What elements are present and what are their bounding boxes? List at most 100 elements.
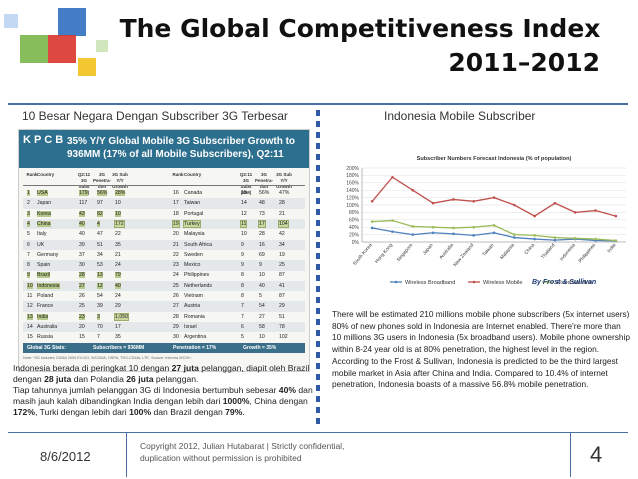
left-paragraph: Indonesia berada di peringkat 10 dengan …	[13, 363, 313, 418]
footer-copyright: Copyright 2012, Julian Hutabarat | Stric…	[140, 440, 400, 464]
data-point	[614, 214, 618, 218]
table-cell: UK	[37, 241, 45, 248]
table-cell: Malaysia	[184, 231, 205, 238]
table-cell: 15	[79, 334, 85, 341]
y-tick-label: 60%	[349, 218, 360, 224]
table-cell: 17	[258, 219, 266, 228]
table-row: 7 Germany 37 34 21 22 Sweden 9 69 19	[23, 250, 305, 261]
data-point	[614, 239, 618, 242]
lp-text: dan Polandia	[71, 374, 127, 384]
table-cell: 20	[79, 323, 85, 330]
data-point	[533, 237, 536, 241]
table-col-header: 3G Penetra-tion	[93, 172, 112, 189]
table-cell: 10	[115, 210, 121, 217]
table-header-rule	[23, 185, 305, 186]
table-cell: 8	[241, 293, 244, 299]
x-tick-label: Taiwan	[481, 242, 495, 258]
table-row: 1 USA 179 56% 28% 16 Canada 15 56% 47%	[23, 188, 305, 199]
table-cell: 3	[27, 210, 30, 217]
green-square	[20, 35, 48, 63]
table-cell: 47%	[279, 190, 290, 196]
lp-text: pelanggan, diapit oleh Brazil dengan	[13, 363, 310, 384]
table-row: 6 UK 39 51 35 21 South Africa 9 16 34	[23, 239, 305, 250]
data-point	[370, 226, 374, 230]
title-line-1: The Global Competitiveness Index	[119, 14, 601, 43]
table-cell: 21	[173, 241, 179, 248]
legend-marker	[472, 280, 476, 284]
table-cell: 22	[173, 251, 179, 258]
table-cell: 51	[279, 313, 285, 320]
y-tick-label: 40%	[349, 225, 360, 231]
table-cell: 25	[173, 282, 179, 289]
table-cell: 21	[115, 251, 121, 258]
footer-rule	[8, 432, 628, 433]
table-cell: Australia	[37, 323, 58, 330]
table-cell: 40	[115, 282, 121, 289]
table-cell: 40	[79, 231, 85, 238]
table-cell: 8	[241, 282, 244, 289]
table-footer: Global 3G Stats: Subscribers = 936MM Pen…	[23, 343, 305, 353]
table-cell: 37	[79, 251, 85, 258]
table-cell: 10	[115, 200, 121, 207]
table-cell: 5	[27, 231, 30, 238]
table-cell: 29	[279, 303, 285, 310]
x-tick-label: Singapore	[396, 242, 415, 263]
lp-text: dan Brazil dengan	[151, 407, 226, 417]
lp-text: Tiap tahunnya jumlah pelanggan 3G di Ind…	[13, 385, 279, 395]
table-cell: 48	[259, 200, 265, 207]
table-cell: 9	[241, 241, 244, 248]
table-cell: 17	[115, 323, 121, 330]
table-col-header: Q2:11 3G Subs (MM)	[239, 172, 253, 195]
table-cell: 42	[279, 231, 285, 238]
table-header-text: 35% Y/Y Global Mobile 3G Subscriber Grow…	[67, 136, 296, 160]
table-cell: 39	[79, 241, 85, 248]
lp-bold: 100%	[129, 407, 152, 417]
lp-text: .	[242, 407, 245, 417]
table-cell: Japan	[37, 200, 52, 207]
table-col-header: 3G Sub Y/Y Growth	[276, 172, 292, 189]
legend-label: Wireless Mobile	[483, 280, 522, 286]
data-point	[452, 198, 455, 201]
table-cell: 11	[27, 293, 33, 299]
table-cell: 28	[279, 200, 285, 207]
table-col-header: Country	[184, 172, 202, 177]
table-cell: 78	[279, 323, 285, 330]
data-point	[391, 219, 394, 222]
table-row: 3 Korea 43 82 10 18 Portugal 12 73 21	[23, 209, 305, 220]
table-col-header: Rank	[172, 172, 184, 177]
table-cell: 9	[241, 262, 244, 269]
table-cell: 4	[97, 220, 100, 227]
data-point	[370, 200, 374, 203]
x-tick-label: Australia	[438, 242, 455, 260]
table-cell: 26	[173, 293, 179, 299]
table-row: 2 Japan 117 97 10 17 Taiwan 14 48 28	[23, 198, 305, 209]
table-cell: 39	[97, 303, 103, 310]
table-row: 14 Australia 20 70 17 29 Israel 6 58 78	[23, 321, 305, 333]
table-cell: 1	[27, 190, 30, 196]
chart-credit: By Frost & Sullivan	[532, 279, 597, 286]
table-cell: 117	[79, 200, 88, 207]
table-col-header: 3G Penetra-tion	[255, 172, 274, 189]
forecast-chart-svg: Subscriber Numbers Forecast Indonesia (%…	[346, 156, 626, 286]
table-cell: 27	[259, 313, 265, 320]
y-tick-label: 180%	[346, 173, 359, 179]
table-row: 9 Brazil 28 13 79 24 Philippines 8 10 87	[23, 270, 305, 281]
x-tick-label: Japan	[422, 242, 435, 256]
table-cell: 12	[97, 282, 103, 289]
data-point	[472, 200, 475, 203]
table-cell: 4	[27, 220, 30, 227]
left-heading: 10 Besar Negara Dengan Subscriber 3G Ter…	[22, 109, 288, 123]
x-tick-label: New Zealand	[452, 242, 475, 268]
table-cell: 10	[241, 231, 247, 238]
data-point	[431, 201, 435, 205]
table-cell: 28	[79, 272, 85, 279]
table-cell: Italy	[37, 231, 47, 238]
table-cell: Poland	[37, 293, 54, 299]
table-cell: Vietnam	[184, 293, 203, 299]
x-tick-label: China	[523, 242, 536, 256]
table-cell: 82	[97, 210, 103, 217]
table-cell: Spain	[37, 262, 51, 269]
data-point	[411, 188, 415, 192]
lp-text: pelanggan.	[153, 374, 199, 384]
table-cell: 79	[115, 272, 121, 279]
